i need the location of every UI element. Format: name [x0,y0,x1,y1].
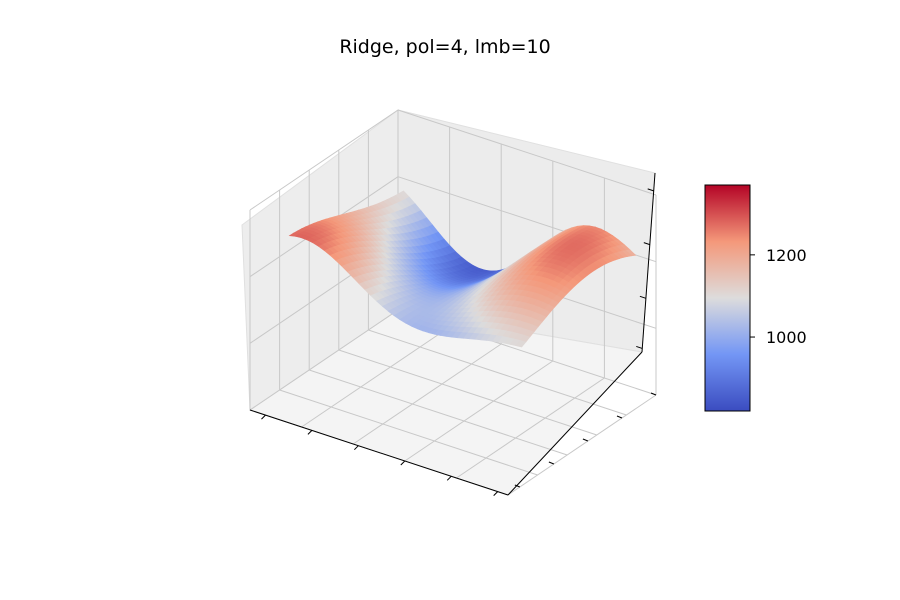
chart-title: Ridge, pol=4, lmb=10 [339,36,551,58]
surface-facet [515,340,527,348]
floor-grid-v [279,389,538,476]
floor-grid-u [507,394,657,496]
y-axis-line [507,351,643,496]
x-tick [307,430,313,435]
y-tick [548,461,555,465]
axis-ticks [261,188,657,496]
z-axis-line [641,172,656,353]
colorbar-fill [704,184,751,412]
surface-plot [288,190,637,348]
colorbar-tick-label: 1200 [766,246,807,265]
colorbar-tick-label: 1000 [766,328,807,347]
colorbar-ticks: 1000 1200 [750,246,807,347]
floor-grid-u [249,309,399,411]
floor-grid-u [404,360,554,462]
colorbar: 1000 1200 [704,184,807,412]
z-tick [647,188,654,192]
back-grid-z [397,109,657,196]
side-grid-z [249,109,399,211]
floor-grid-u [301,326,450,428]
x-axis-line [249,409,509,496]
y-tick [514,484,521,488]
x-tick [354,445,359,451]
floor-grid-u [352,343,502,445]
floor-grid-v [309,369,568,456]
floor-grid-v [368,329,627,416]
x-tick [400,460,406,466]
y-tick [582,438,589,442]
x-tick [446,475,452,481]
z-tick [636,345,643,349]
axis-lines [249,172,656,496]
z-tick [643,242,650,246]
floor-grid-u [456,377,605,479]
floor-grid-v [338,349,597,436]
y-tick [650,392,657,396]
z-tick [639,295,647,299]
y-tick [616,415,623,419]
x-tick [261,414,266,420]
x-tick [493,491,499,496]
